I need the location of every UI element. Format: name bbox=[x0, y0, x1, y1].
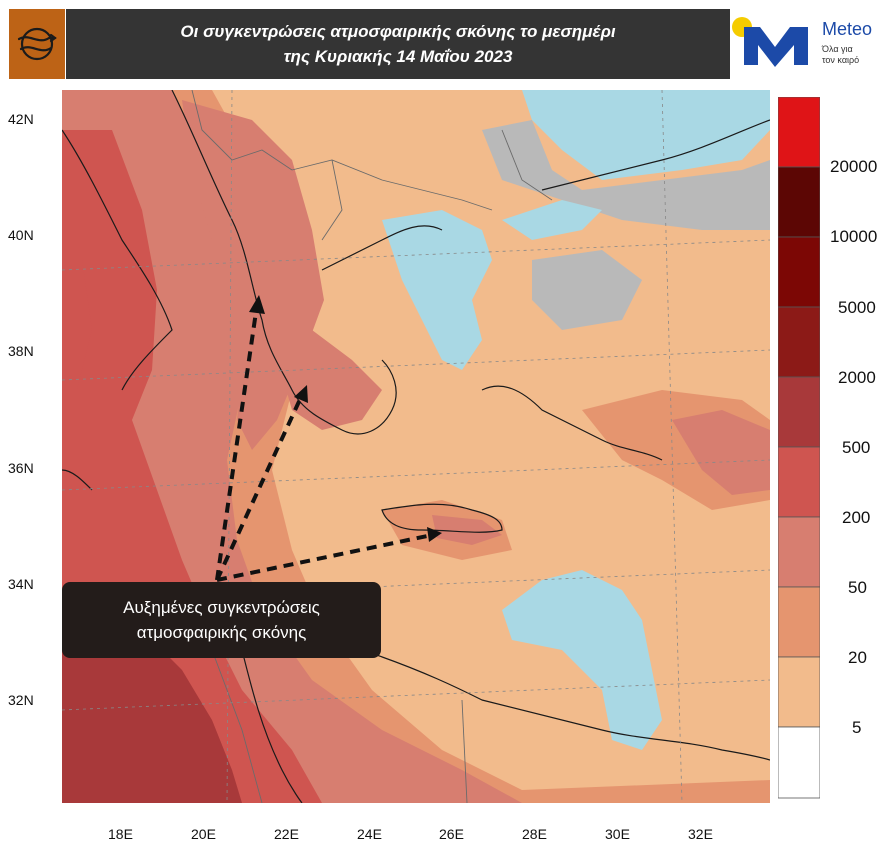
lat-label-40n: 40N bbox=[8, 227, 34, 243]
arrowheads bbox=[249, 295, 442, 542]
lat-label-34n: 34N bbox=[8, 576, 34, 592]
brand-logo: Meteo Όλα για τον καιρό bbox=[730, 9, 880, 79]
annotation-callout: Αυξημένες συγκεντρώσεις ατμοσφαιρικής σκ… bbox=[62, 582, 381, 658]
colorbar bbox=[777, 96, 821, 799]
arrowhead-peloponnese bbox=[294, 385, 308, 403]
brand-name: Meteo bbox=[822, 19, 873, 39]
colorbar-label-20: 20 bbox=[848, 648, 867, 667]
colorbar-label-50: 50 bbox=[848, 578, 867, 597]
dust-level-200-area-italy bbox=[62, 250, 92, 400]
colorbar-swatch bbox=[777, 656, 821, 728]
colorbar-label-10000: 10000 bbox=[830, 227, 878, 246]
map-title-line-2: της Κυριακής 14 Μαΐου 2023 bbox=[283, 47, 513, 66]
low-dust-area-east-med bbox=[502, 570, 662, 750]
lon-label-30e: 30E bbox=[605, 826, 630, 842]
low-dust-area-aegean bbox=[382, 210, 492, 370]
colorbar-swatch bbox=[777, 306, 821, 378]
graticule bbox=[62, 90, 770, 803]
lon-label-20e: 20E bbox=[191, 826, 216, 842]
lon-label-28e: 28E bbox=[522, 826, 547, 842]
arrowhead-north bbox=[249, 295, 265, 314]
colorbar-swatch bbox=[777, 96, 821, 168]
annotation-arrows bbox=[215, 304, 433, 582]
dust-level-50-area-turkey bbox=[672, 410, 770, 495]
lon-label-18e: 18E bbox=[108, 826, 133, 842]
colorbar-label-5000: 5000 bbox=[838, 298, 876, 317]
header: Οι συγκεντρώσεις ατμοσφαιρικής σκόνης το… bbox=[0, 0, 880, 80]
lon-label-32e: 32E bbox=[688, 826, 713, 842]
lon-label-26e: 26E bbox=[439, 826, 464, 842]
colorbar-label-500: 500 bbox=[842, 438, 871, 457]
lat-label-42n: 42N bbox=[8, 111, 34, 127]
map-title: Οι συγκεντρώσεις ατμοσφαιρικής σκόνης το… bbox=[66, 9, 730, 79]
country-borders bbox=[191, 90, 553, 803]
colorbar-swatch bbox=[777, 726, 821, 799]
arrowhead-crete bbox=[427, 527, 442, 542]
coastlines bbox=[62, 90, 770, 803]
lon-label-22e: 22E bbox=[274, 826, 299, 842]
colorbar-swatch bbox=[777, 586, 821, 658]
colorbar-swatch bbox=[777, 446, 821, 518]
colorbar-swatch bbox=[777, 236, 821, 308]
annotation-line-1: Αυξημένες συγκεντρώσεις bbox=[123, 598, 320, 617]
dust-concentration-map bbox=[62, 90, 770, 803]
colorbar-swatch bbox=[777, 166, 821, 238]
colorbar-label-2000: 2000 bbox=[838, 368, 876, 387]
lat-label-32n: 32N bbox=[8, 692, 34, 708]
low-dust-area-marmara bbox=[502, 200, 602, 240]
colorbar-swatch bbox=[777, 376, 821, 448]
annotation-line-2: ατμοσφαιρικής σκόνης bbox=[136, 623, 307, 642]
lat-label-38n: 38N bbox=[8, 343, 34, 359]
colorbar-label-20000: 20000 bbox=[830, 157, 878, 176]
colorbar-label-5: 5 bbox=[852, 718, 862, 737]
lon-label-24e: 24E bbox=[357, 826, 382, 842]
low-dust-area-black-sea bbox=[522, 90, 770, 180]
colorbar-label-200: 200 bbox=[842, 508, 871, 527]
brand-tagline: Όλα για τον καιρό bbox=[822, 44, 860, 65]
map-title-line-1: Οι συγκεντρώσεις ατμοσφαιρικής σκόνης το… bbox=[180, 22, 616, 41]
meteo-m-icon bbox=[732, 17, 808, 67]
no-data-area-anatolia bbox=[532, 250, 642, 330]
dust-level-50-area-crete bbox=[432, 515, 502, 545]
no-data-area-balkans bbox=[482, 120, 770, 230]
lat-label-36n: 36N bbox=[8, 460, 34, 476]
colorbar-swatch bbox=[777, 516, 821, 588]
wind-swirl-icon bbox=[9, 9, 65, 79]
